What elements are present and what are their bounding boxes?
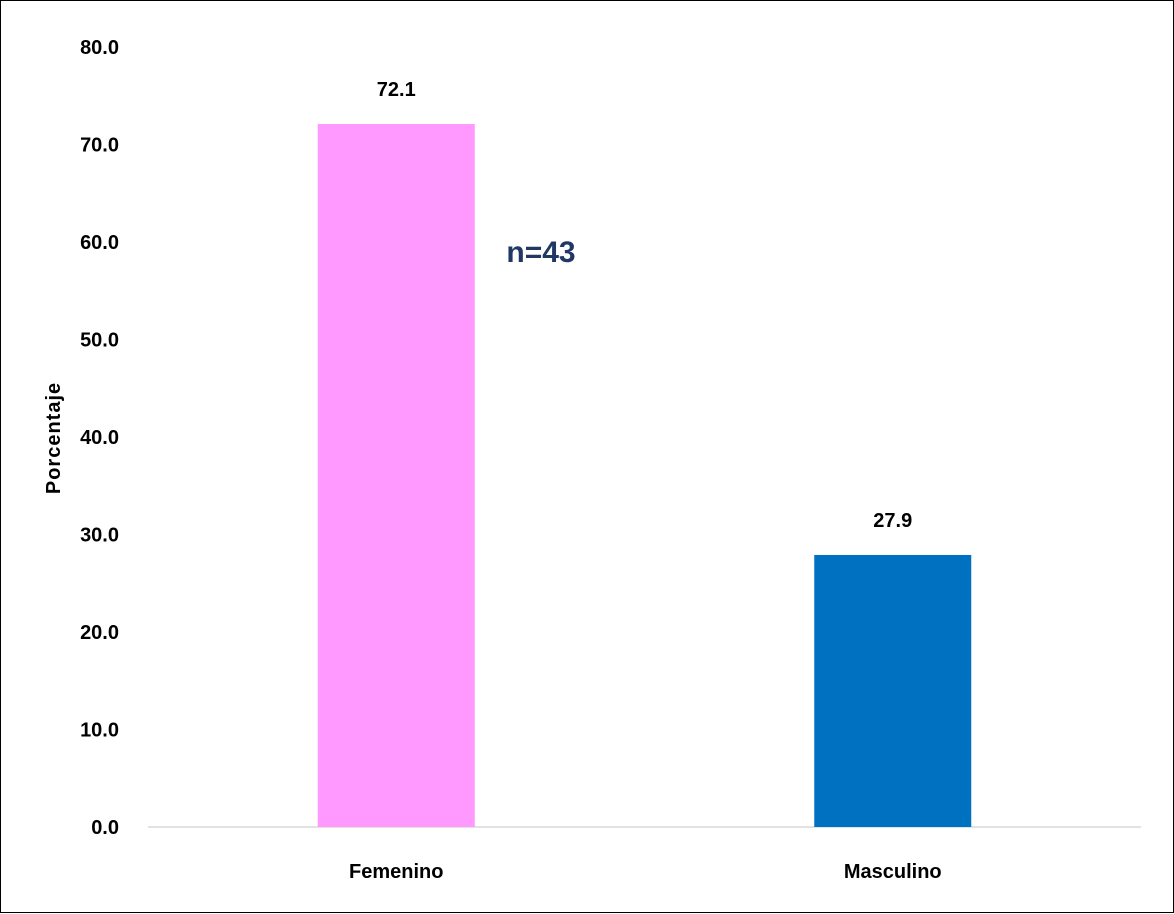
data-label-femenino: 72.1	[377, 79, 416, 101]
y-tick-label: 10.0	[80, 720, 119, 742]
y-axis-title: Porcentaje	[43, 382, 65, 494]
y-tick-label: 60.0	[80, 232, 119, 254]
data-label-masculino: 27.9	[873, 510, 912, 532]
y-axis-ticks: 0.0 10.0 20.0 30.0 40.0 50.0 60.0 70.0 80.0	[80, 37, 119, 839]
bar-femenino	[317, 124, 475, 827]
y-tick-label: 70.0	[80, 135, 119, 157]
data-labels: 72.1 27.9	[377, 79, 912, 532]
y-tick-label: 0.0	[91, 817, 119, 839]
sample-size-annotation: n=43	[506, 236, 575, 269]
bars	[317, 124, 972, 827]
y-tick-label: 40.0	[80, 427, 119, 449]
x-axis-categories: Femenino Masculino	[349, 861, 942, 883]
category-label-masculino: Masculino	[844, 861, 942, 883]
category-label-femenino: Femenino	[349, 861, 443, 883]
y-tick-label: 20.0	[80, 622, 119, 644]
y-tick-label: 50.0	[80, 330, 119, 352]
y-tick-label: 80.0	[80, 37, 119, 59]
y-tick-label: 30.0	[80, 525, 119, 547]
bar-masculino	[814, 554, 972, 827]
